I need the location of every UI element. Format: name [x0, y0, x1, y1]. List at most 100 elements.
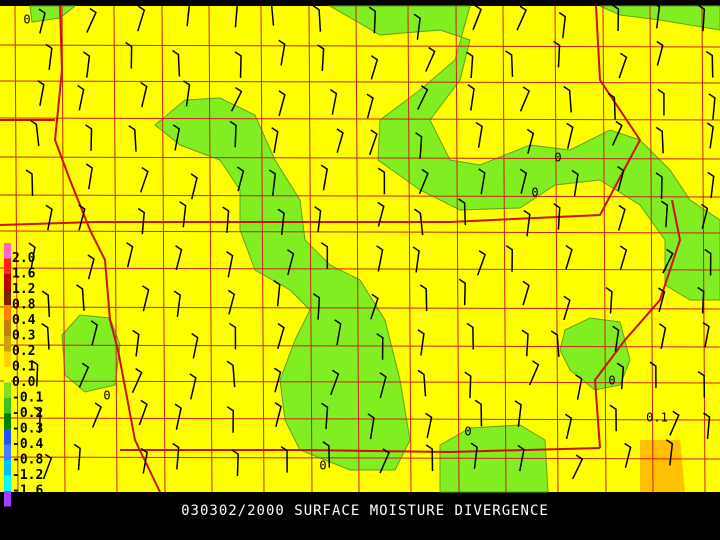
legend-swatch	[4, 444, 11, 460]
wind-barb	[377, 201, 385, 227]
legend-swatch	[4, 320, 11, 336]
wind-barb	[142, 285, 150, 312]
wind-barb	[425, 46, 436, 72]
wind-barb	[78, 204, 86, 231]
contour-label: 0	[554, 151, 561, 165]
wind-barb	[609, 404, 617, 432]
legend-swatch	[4, 460, 11, 476]
wind-barb	[367, 413, 375, 440]
wind-barb	[173, 290, 181, 318]
wind-barb	[417, 369, 427, 397]
legend-label: -0.8	[12, 453, 43, 468]
wind-barb	[419, 284, 428, 311]
wind-barb	[78, 362, 90, 388]
wind-barb	[707, 171, 715, 199]
wind-barb	[42, 453, 53, 480]
wind-barb	[415, 132, 423, 159]
wind-barb	[616, 362, 625, 390]
wind-barb	[183, 80, 191, 107]
wind-barb	[464, 371, 472, 399]
legend-label: 2.0	[12, 251, 36, 266]
wind-barb	[700, 203, 709, 229]
wind-barb	[553, 203, 561, 230]
wind-barb	[478, 168, 486, 195]
legend-label: -0.4	[12, 437, 43, 452]
wind-barb	[91, 402, 102, 428]
wind-barb	[617, 166, 625, 191]
wind-barb	[514, 400, 522, 427]
wind-barb	[320, 242, 329, 269]
legend-label: 0.4	[12, 313, 36, 328]
wind-barb	[521, 329, 529, 357]
wind-barb	[476, 250, 487, 276]
wind-barb	[517, 444, 525, 472]
wind-barb	[82, 51, 91, 78]
contour-label: 0	[608, 374, 615, 388]
contour-labels: 0 0 0 0 0 0 0 0.1	[23, 13, 667, 473]
wind-barb	[669, 410, 680, 436]
wind-barb	[516, 5, 528, 31]
wind-barb	[334, 319, 342, 346]
wind-barb	[137, 207, 146, 235]
wind-barb	[132, 329, 140, 357]
wind-barb	[571, 169, 579, 197]
wind-barb	[25, 169, 34, 196]
contour-label: 0	[531, 186, 538, 200]
wind-barb	[86, 7, 97, 33]
wind-barb	[697, 371, 706, 398]
legend-swatch	[4, 413, 11, 429]
county-lines	[0, 5, 720, 493]
wind-barb	[226, 406, 235, 433]
wind-barb	[612, 325, 620, 352]
wind-barb	[128, 125, 137, 152]
legend-label: -0.2	[12, 406, 43, 421]
wind-barb	[85, 163, 93, 190]
wind-barb	[33, 406, 42, 434]
wind-barbs	[25, 0, 720, 480]
wind-barb	[505, 245, 514, 272]
wind-barb	[377, 167, 386, 195]
wind-barb	[519, 86, 531, 112]
wind-barb	[41, 322, 50, 350]
legend-swatch	[4, 475, 11, 491]
wind-barb	[472, 4, 482, 31]
wind-barb	[564, 413, 573, 439]
wind-barb	[605, 286, 613, 314]
wind-barb	[330, 369, 340, 396]
wind-barb	[320, 164, 328, 191]
legend-swatch	[4, 398, 11, 414]
wind-barb	[312, 293, 321, 320]
wind-barb	[37, 80, 45, 106]
legend-swatch	[4, 351, 11, 367]
wind-barb	[45, 204, 53, 231]
wind-barb	[265, 0, 275, 26]
wind-barb	[611, 4, 620, 32]
wind-barb	[470, 442, 478, 469]
legend-swatch	[4, 367, 11, 383]
legend-label: 1.6	[12, 267, 36, 282]
wind-barb	[703, 412, 711, 440]
wind-barb	[376, 333, 384, 360]
wind-barb	[413, 13, 421, 40]
wind-barb	[368, 129, 378, 156]
wind-barb	[466, 322, 474, 350]
wind-barb	[321, 402, 329, 430]
wind-barb	[368, 6, 377, 34]
wind-barb	[229, 120, 237, 148]
wind-barb	[77, 84, 85, 111]
wind-barb	[41, 290, 51, 318]
wind-barb	[191, 332, 199, 359]
wind-barb	[76, 284, 85, 311]
wind-barb	[624, 442, 632, 468]
contour-label: 0.1	[646, 411, 668, 425]
wind-barb	[655, 126, 664, 154]
legend-label: -1.2	[12, 468, 43, 483]
wind-barb	[656, 40, 664, 66]
wind-barb	[458, 278, 466, 306]
wind-barb	[31, 359, 39, 387]
wind-barb	[182, 0, 191, 27]
wind-barb	[73, 443, 81, 471]
wind-barb	[45, 43, 53, 70]
legend-swatch	[4, 243, 11, 259]
